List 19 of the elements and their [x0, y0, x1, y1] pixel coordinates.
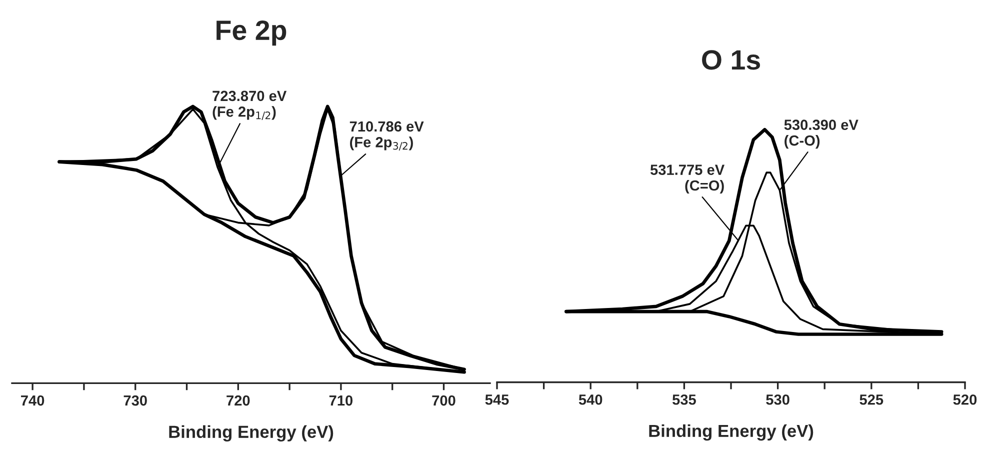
x-axis-title: Binding Energy (eV)	[649, 424, 814, 441]
x-tick-label: 530	[766, 394, 790, 405]
x-tick-label: 535	[672, 394, 696, 405]
annotation: 723.870 eV (Fe 2p$_{1/2}$)	[212, 90, 287, 120]
x-tick-label: 520	[953, 394, 977, 405]
x-tick-label: 545	[485, 394, 509, 405]
chart-title: O 1s	[702, 50, 760, 70]
annotation: 531.775 eV (C=O)	[650, 164, 725, 194]
x-tick-label: 720	[226, 395, 250, 406]
x-tick-label: 740	[21, 395, 44, 406]
annotation: 530.390 eV (C-O)	[784, 120, 858, 149]
x-tick-label: 730	[124, 395, 147, 406]
x-axis-title: Binding Energy (eV)	[169, 425, 334, 442]
chart-title: Fe 2p	[216, 20, 286, 46]
x-tick-label: 525	[860, 394, 884, 405]
x-tick-label: 710	[329, 395, 353, 406]
annotation: 710.786 eV (Fe 2p$_{3/2}$)	[350, 121, 424, 151]
x-tick-label: 540	[578, 394, 602, 405]
x-tick-label: 700	[432, 395, 456, 406]
